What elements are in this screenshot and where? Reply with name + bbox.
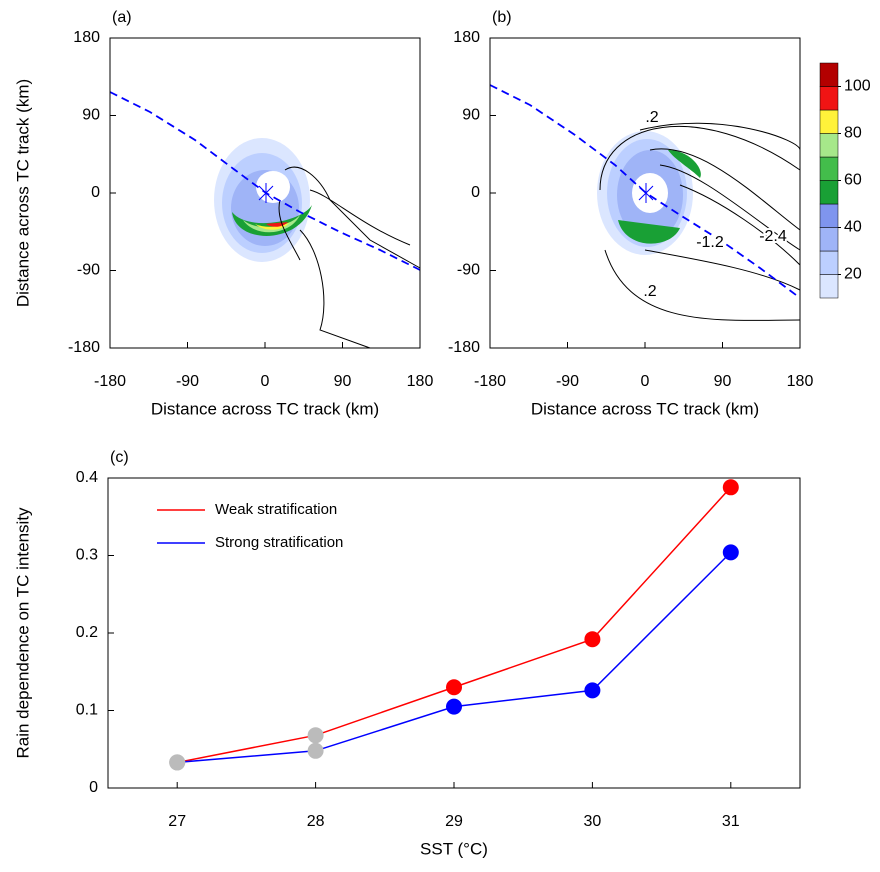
y-tick-label: 0 <box>471 184 480 201</box>
x-tick-label: 28 <box>307 813 325 830</box>
colorbar-box <box>819 274 839 299</box>
x-tick-label: -90 <box>176 373 199 390</box>
y-tick-label: -180 <box>68 339 100 356</box>
x-tick-label: 31 <box>722 813 740 830</box>
data-point <box>446 698 462 715</box>
field-a <box>109 91 421 349</box>
x-tick-label: 90 <box>334 373 352 390</box>
x-axis-label: SST (°C) <box>420 839 488 858</box>
x-tick-label: -180 <box>474 373 506 390</box>
y-tick-label: 0.1 <box>76 702 98 719</box>
colorbar-tick-label: 100 <box>844 78 871 95</box>
data-point <box>307 727 324 744</box>
contour-label: -2.4 <box>759 228 787 245</box>
colorbar-box <box>819 86 839 111</box>
x-axis-label: Distance across TC track (km) <box>531 399 759 418</box>
data-point <box>584 682 601 699</box>
panel-label: (c) <box>110 449 129 466</box>
panel-label: (a) <box>112 9 132 26</box>
x-tick-label: 90 <box>714 373 732 390</box>
x-axis-label: Distance across TC track (km) <box>151 399 379 418</box>
y-tick-label: 0 <box>91 184 100 201</box>
x-tick-label: 30 <box>584 813 602 830</box>
colorbar-box <box>819 133 839 158</box>
x-tick-label: 29 <box>445 813 463 830</box>
colorbar-tick-label: 60 <box>844 172 862 189</box>
x-tick-label: -90 <box>556 373 579 390</box>
x-tick-label: 27 <box>168 813 186 830</box>
colorbar-box <box>819 62 839 87</box>
legend-label: Strong stratification <box>215 534 343 551</box>
contour-label: -1.2 <box>696 234 724 251</box>
y-axis-label: Rain dependence on TC intensity <box>13 507 32 759</box>
panel-label: (b) <box>492 9 512 26</box>
data-point <box>722 544 739 561</box>
colorbar-box <box>819 227 839 252</box>
data-point <box>584 631 601 648</box>
y-tick-label: -90 <box>457 262 480 279</box>
x-tick-label: 0 <box>261 373 270 390</box>
data-point <box>307 742 324 759</box>
field-b <box>489 84 801 321</box>
data-point <box>169 754 186 771</box>
y-tick-label: 90 <box>82 107 100 124</box>
x-tick-label: -180 <box>94 373 126 390</box>
colorbar-tick-label: 80 <box>844 125 862 142</box>
x-tick-label: 0 <box>641 373 650 390</box>
series-line <box>177 486 732 764</box>
series-line <box>177 551 732 764</box>
data-point <box>446 679 462 696</box>
y-tick-label: 0.4 <box>76 469 98 486</box>
y-tick-label: -180 <box>448 339 480 356</box>
contour-label: .2 <box>645 109 658 126</box>
y-tick-label: 180 <box>73 29 100 46</box>
colorbar-box <box>819 156 839 181</box>
colorbar-tick-label: 20 <box>844 266 862 283</box>
y-tick-label: -90 <box>77 262 100 279</box>
colorbar-box <box>819 250 839 275</box>
y-axis-label: Distance across TC track (km) <box>13 79 32 307</box>
x-tick-label: 180 <box>787 373 814 390</box>
contour-label: .2 <box>643 283 656 300</box>
y-tick-label: 90 <box>462 107 480 124</box>
colorbar-tick-label: 40 <box>844 219 862 236</box>
x-tick-label: 180 <box>407 373 434 390</box>
y-tick-label: 0.2 <box>76 624 98 641</box>
data-point <box>722 479 739 496</box>
legend-label: Weak stratification <box>215 501 337 518</box>
y-tick-label: 0 <box>89 779 98 796</box>
colorbar-box <box>819 180 839 205</box>
colorbar-box <box>819 203 839 228</box>
y-tick-label: 180 <box>453 29 480 46</box>
y-tick-label: 0.3 <box>76 547 98 564</box>
colorbar-box <box>819 109 839 134</box>
